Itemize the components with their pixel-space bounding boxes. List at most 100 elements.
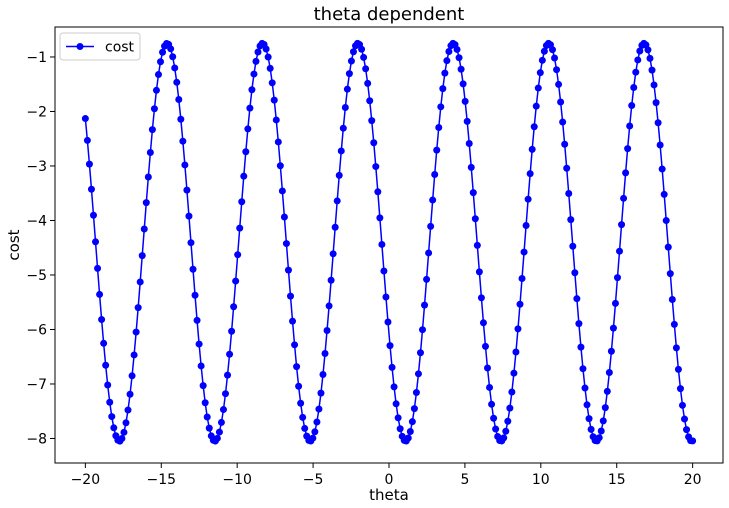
data-point [341,103,349,111]
data-point [416,349,424,357]
data-point [228,327,236,335]
data-point [193,316,201,324]
data-point [670,320,678,328]
data-point [331,223,339,231]
data-point [264,53,272,61]
y-tick-label: −5 [26,268,47,284]
data-point [185,212,193,220]
data-point [120,428,128,436]
data-point [423,275,431,283]
data-point [236,224,244,232]
data-point [540,47,548,55]
data-point [526,170,534,178]
data-point [382,293,390,301]
data-point [664,243,672,251]
data-point [297,399,305,407]
data-point [516,300,524,308]
data-point [252,57,260,65]
data-point [311,428,319,436]
data-point [597,427,605,435]
data-point [130,351,138,359]
data-point [683,426,691,434]
data-point [668,296,676,304]
data-point [622,169,630,177]
data-point [85,160,93,168]
data-point [583,401,591,409]
data-point [538,56,546,64]
data-point [575,320,583,328]
data-point [563,164,571,172]
data-point [484,364,491,372]
data-point [159,48,167,56]
data-point [461,97,469,105]
data-point [138,252,146,260]
data-point [321,349,329,357]
data-point [203,413,211,421]
data-point [217,418,225,426]
data-point [157,58,165,66]
data-point [567,216,575,224]
data-point [532,102,540,110]
y-tick-label: −8 [26,431,47,447]
data-point [630,83,638,91]
data-point [455,54,463,62]
data-point [238,198,246,206]
data-point [427,222,435,230]
data-point [242,148,250,156]
data-point [337,147,345,155]
data-point [380,267,388,275]
data-point [150,105,158,113]
data-point [435,123,443,131]
data-point [406,428,414,436]
data-point [646,54,654,62]
data-point [199,382,207,390]
data-point [349,48,357,56]
data-point [414,370,422,378]
x-tick-label: −10 [222,472,252,488]
y-tick-label: −7 [26,377,47,393]
data-point [118,434,126,442]
data-point [240,172,248,180]
data-point [459,80,467,88]
data-point [384,318,392,326]
y-tick-label: −4 [26,213,47,229]
data-point [650,81,658,89]
data-point [98,316,106,324]
data-point [224,371,232,379]
data-point [270,96,278,104]
data-point [376,214,384,222]
data-point [250,70,258,78]
data-point [309,434,317,442]
data-point [205,424,213,432]
series-layer [81,39,697,445]
data-point [315,405,323,413]
data-point [628,102,636,110]
data-point [201,399,209,407]
data-point [660,190,668,198]
legend-box [59,32,141,61]
data-point [289,317,297,325]
data-point [154,71,162,79]
data-point [522,221,530,229]
data-point [419,326,427,334]
data-point [431,171,439,178]
data-point [601,404,609,412]
data-point [488,400,496,408]
data-point [96,290,104,298]
y-axis-label: cost [5,229,23,260]
data-point [412,389,420,397]
data-point [282,240,290,248]
data-point [410,405,418,413]
data-point [339,124,347,132]
data-point [291,341,299,349]
data-point [443,57,451,65]
data-point [287,292,294,300]
data-point [179,137,187,145]
data-point [104,381,112,389]
data-point [195,340,203,348]
data-point [678,401,686,409]
data-point [471,215,479,223]
data-point [122,419,130,427]
data-point [167,45,175,53]
data-point [500,434,508,442]
